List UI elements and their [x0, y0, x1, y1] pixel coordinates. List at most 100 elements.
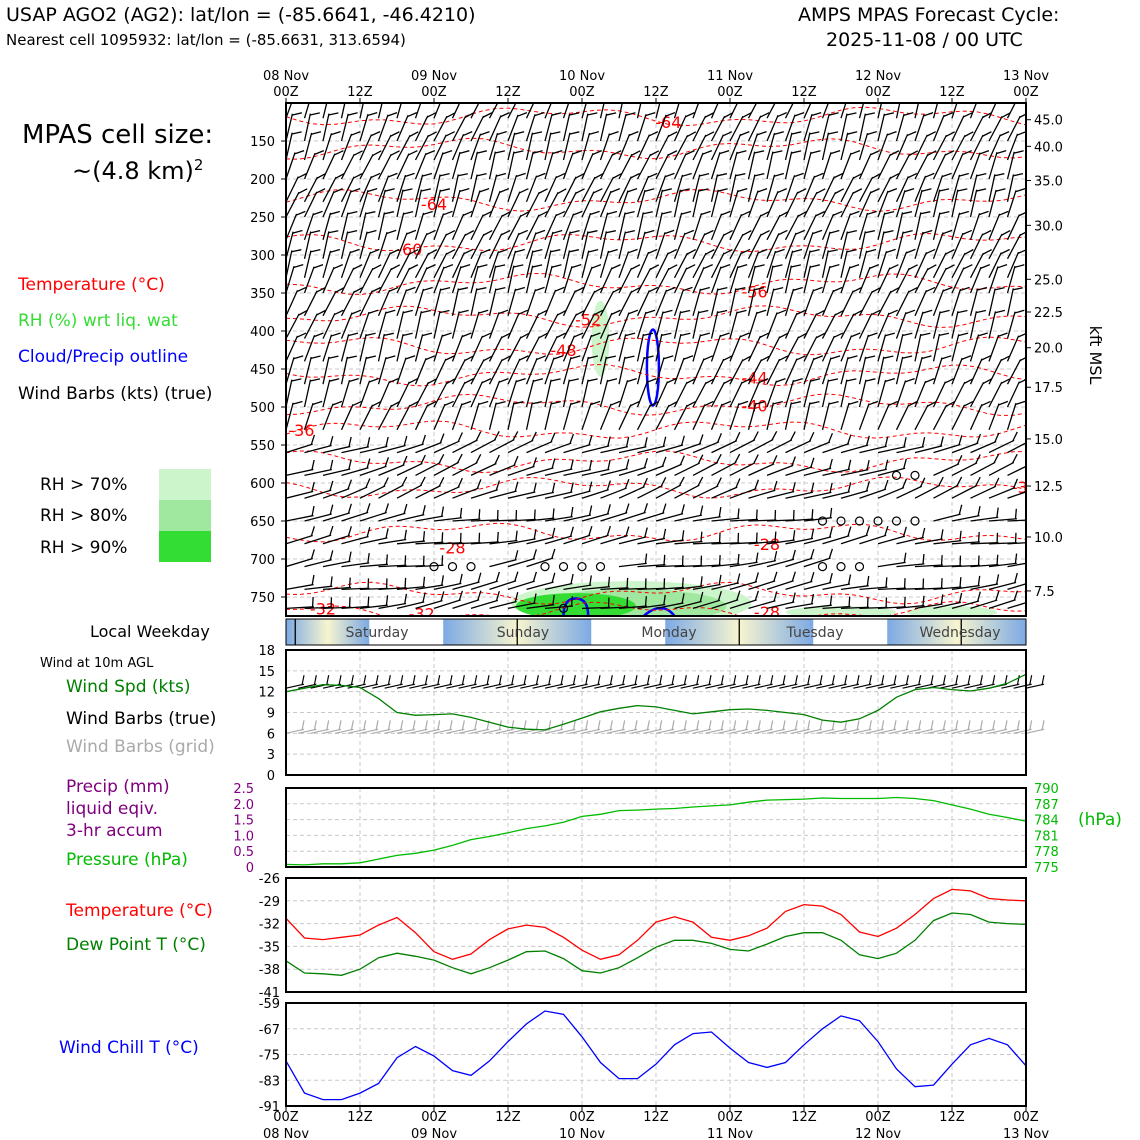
wind-barb-flag	[994, 432, 1000, 443]
wind-barb	[599, 231, 607, 259]
wind-barb	[803, 441, 831, 454]
wind-barb	[914, 587, 943, 591]
wind-barb	[489, 580, 517, 591]
wind-barb-flag	[292, 400, 303, 405]
wind-barb-true-flag	[868, 675, 872, 686]
wind-barb	[951, 311, 959, 339]
wind-barb-flag	[351, 309, 362, 315]
wind-barb	[359, 189, 369, 218]
wind-barb-flag	[333, 264, 343, 270]
wind-barb	[655, 463, 682, 476]
wind-barb	[896, 536, 924, 545]
wind-barb-flag	[945, 401, 956, 407]
wind-barb	[488, 359, 503, 385]
wind-barb-flag	[849, 263, 860, 269]
wind-barb	[304, 513, 332, 522]
wind-barb	[396, 404, 411, 431]
wind-barb-true	[359, 683, 379, 689]
wind-barb	[877, 133, 889, 161]
wind-barb-flag	[570, 596, 573, 607]
wind-barb-flag	[569, 229, 580, 234]
wind-barb	[581, 153, 594, 180]
wind-barb-flag	[501, 211, 512, 217]
wind-barb	[655, 114, 667, 142]
weekday-saturday: Saturday	[345, 625, 408, 641]
wind-barb	[673, 189, 681, 218]
wind-barb-flag	[699, 434, 704, 445]
wind-barb-flag	[737, 508, 740, 519]
wind-barb-true-flag	[572, 675, 576, 686]
wind-barb-flag	[719, 149, 730, 155]
wind-barb-flag	[348, 459, 352, 470]
wind-barb	[637, 485, 663, 499]
wind-barb	[562, 213, 575, 241]
wind-barb-flag	[703, 264, 713, 270]
wind-barb	[359, 445, 388, 454]
wind-barb-flag	[871, 287, 882, 293]
wind-barb	[452, 581, 480, 591]
wind-barb-flag	[314, 149, 325, 155]
wind-barb-flag	[385, 595, 389, 606]
wind-barb-flag	[964, 131, 974, 138]
wind-barb	[803, 232, 814, 260]
wind-barb-flag	[420, 454, 426, 465]
wind-barb-flag	[294, 149, 305, 155]
wind-barb	[488, 380, 501, 408]
wind-barb-flag	[815, 332, 826, 339]
wind-barb	[877, 267, 891, 294]
pressure-tick-label: 650	[250, 515, 275, 530]
wind-barb-flag	[829, 229, 840, 234]
wind-barb-flag	[865, 378, 876, 382]
wind-barb-flag	[661, 188, 672, 192]
wind-barb	[673, 289, 685, 317]
wind-barb-grid	[705, 728, 724, 734]
wind-barb	[655, 564, 685, 568]
kft-tick-label: 17.5	[1034, 381, 1063, 396]
wind-barb-flag	[570, 573, 574, 584]
wind-barb	[970, 516, 999, 522]
isotherm-line	[286, 450, 1026, 474]
wind-barb-flag	[498, 309, 509, 315]
wind-barb	[803, 191, 818, 218]
wind-barb-flag	[778, 355, 789, 362]
wind-barb-flag	[667, 248, 677, 255]
wind-barb	[969, 103, 978, 119]
wind-barb-flag	[884, 459, 889, 470]
wind-barb	[747, 251, 760, 279]
wind-barb	[711, 486, 738, 499]
wind-barb-flag	[408, 264, 419, 270]
wind-barb-true-flag	[412, 675, 416, 686]
wind-barb-true	[557, 683, 576, 689]
wind-barb-flag	[459, 188, 470, 193]
wind-barb	[452, 599, 480, 610]
wind-barb-grid-flag	[646, 720, 650, 731]
wind-barb	[526, 467, 554, 477]
wind-barb-flag	[810, 572, 815, 582]
wind-barb-flag	[734, 453, 741, 464]
wind-barb-flag	[495, 286, 506, 291]
wind-barb	[377, 189, 386, 218]
wind-barb-flag	[1015, 400, 1026, 406]
wind-barb-flag	[1011, 453, 1018, 464]
wind-barb-flag	[976, 172, 987, 177]
wind-barb-flag	[963, 112, 973, 118]
wind-barb-flag	[866, 131, 877, 136]
wind-barb-flag	[795, 229, 806, 235]
wind-barb-flag	[997, 332, 1008, 338]
wind-barb	[544, 191, 559, 218]
wind-barb	[988, 487, 1016, 499]
wind-barb-flag	[982, 131, 992, 137]
wind-barb-flag	[569, 112, 580, 116]
wind-barb-flag	[828, 378, 839, 382]
wind-barb-flag	[810, 150, 821, 154]
weekday-bar: Saturday Sunday Monday Tuesday Wednesday	[285, 618, 1027, 646]
wind-barb	[914, 484, 941, 499]
wind-barb	[951, 515, 980, 522]
wind-barb-flag	[479, 187, 490, 193]
wind-barb	[286, 606, 314, 610]
wind-barb-flag	[607, 90, 617, 92]
wind-barb	[507, 380, 518, 408]
wind-barb	[507, 174, 518, 202]
wind-barb	[636, 356, 645, 385]
wind-barb	[784, 312, 798, 339]
